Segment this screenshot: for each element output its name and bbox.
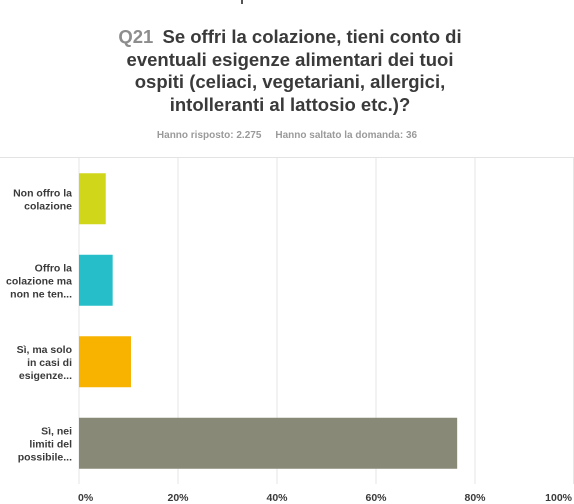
- question-title-line-4: intolleranti al lattosio etc.)?: [169, 93, 411, 115]
- answered-count: Hanno risposto: 2.275: [156, 130, 262, 141]
- category-label-2: Sì, ma solo in casi di esigenze...: [17, 344, 73, 382]
- category-label-0: Non offro la colazione: [13, 187, 72, 212]
- response-stats: Hanno risposto: 2.275 Hanno saltato la do…: [0, 130, 574, 141]
- x-tick-label-0: 0%: [78, 492, 94, 504]
- question-title-line-1: Se offri la colazione, tieni conto di: [162, 26, 462, 47]
- question-number: Q21: [118, 26, 154, 47]
- skipped-count: Hanno saltato la domanda: 36: [275, 130, 418, 141]
- question-title: Q21 Se offri la colazione, tieni conto d…: [80, 26, 500, 116]
- category-label-1: Offro la colazione ma non ne ten...: [6, 262, 72, 300]
- question-title-line-2: eventuali esigenze alimentari dei tuoi: [126, 48, 454, 70]
- chart-top-divider: [0, 157, 574, 158]
- bar-3: [79, 417, 458, 469]
- category-label-3: Sì, nei limiti del possibile...: [18, 425, 72, 463]
- bar-0: [79, 173, 106, 225]
- bar-2: [79, 336, 131, 388]
- x-tick-label-4: 80%: [464, 492, 486, 504]
- question-title-line-3: ospiti (celiaci, vegetariani, allergici,: [134, 71, 446, 92]
- x-tick-label-5: 100%: [545, 492, 573, 504]
- x-tick-label-3: 60%: [365, 492, 387, 504]
- top-marker: [241, 0, 243, 4]
- bar-1: [79, 254, 113, 306]
- x-tick-label-1: 20%: [167, 492, 189, 504]
- x-tick-label-2: 40%: [266, 492, 288, 504]
